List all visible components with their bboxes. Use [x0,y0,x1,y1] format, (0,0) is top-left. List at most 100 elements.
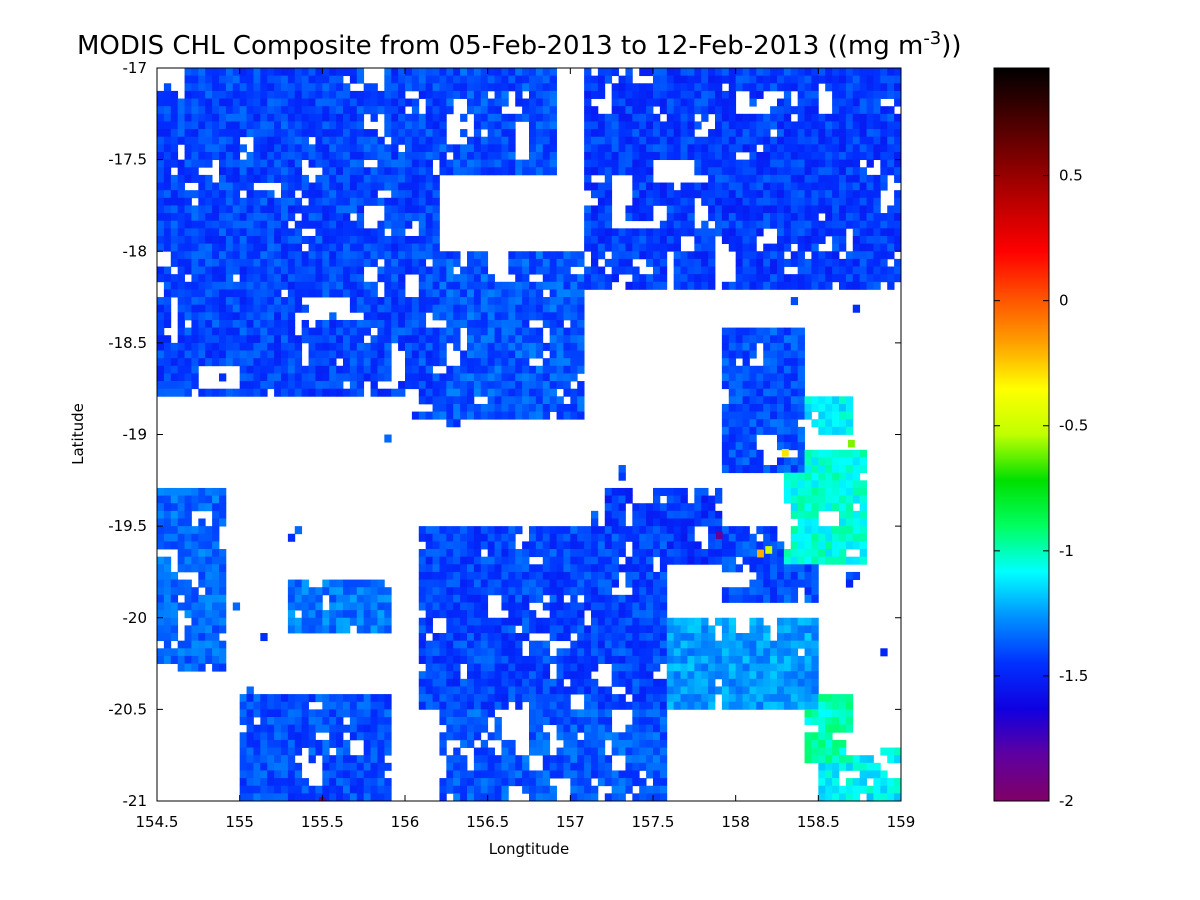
heatmap-cell [756,335,764,344]
heatmap-cell [852,556,861,565]
heatmap-cell [432,648,440,657]
heatmap-cell [460,75,468,84]
heatmap-cell [604,571,613,580]
heatmap-cell [315,68,323,77]
heatmap-cell [852,266,861,275]
heatmap-cell [308,83,316,92]
heatmap-cell [611,610,619,619]
heatmap-cell [563,625,571,634]
heatmap-cell [728,68,737,77]
heatmap-cell [225,281,234,290]
heatmap-cell [219,640,227,649]
heatmap-cell [549,258,557,267]
heatmap-cell [439,113,447,122]
heatmap-cell [818,503,826,512]
heatmap-cell [749,426,757,435]
heatmap-cell [315,342,323,351]
heatmap-cell [508,602,516,611]
heatmap-cell [825,411,833,420]
heatmap-cell [873,151,881,161]
heatmap-cell [611,571,619,580]
heatmap-cell [398,297,406,306]
heatmap-cell [811,258,819,267]
heatmap-cell [205,243,213,252]
heatmap-cell [487,327,495,336]
heatmap-cell [384,113,392,122]
heatmap-cell [728,342,737,351]
heatmap-cell [604,579,613,588]
heatmap-cell [267,342,275,351]
heatmap-cell [708,159,716,168]
heatmap-cell [294,365,303,374]
heatmap-cell [673,655,681,664]
heatmap-cell [315,75,323,84]
heatmap-cell [839,487,847,496]
heatmap-cell [859,541,867,550]
heatmap-cell [563,365,571,374]
heatmap-cell [246,205,254,214]
heatmap-cell [501,663,509,672]
heatmap-cell [439,381,447,390]
heatmap-cell [611,556,619,565]
heatmap-cell [584,129,592,138]
heatmap-cell [625,617,633,626]
heatmap-cell [790,365,799,374]
heatmap-cell [790,419,799,428]
heatmap-cell [749,220,757,229]
heatmap-cell [508,579,516,588]
heatmap-cell [191,121,199,130]
heatmap-cell [852,449,861,458]
heatmap-cell [680,266,688,275]
heatmap-cell [411,68,420,77]
heatmap-cell [666,243,675,252]
heatmap-cell [157,144,165,153]
heatmap-cell [721,403,730,412]
heatmap-cell [618,136,626,145]
heatmap-cell [177,602,185,611]
heatmap-cell [473,342,482,351]
heatmap-cell [845,556,854,565]
heatmap-cell [405,327,413,336]
heatmap-cell [253,90,261,99]
heatmap-cell [446,159,454,168]
heatmap-cell [832,251,840,260]
heatmap-cell [852,243,861,252]
heatmap-cell [584,655,592,664]
heatmap-cell [839,121,847,130]
heatmap-cell [873,251,881,260]
heatmap-cell [591,281,599,290]
heatmap-cell [370,281,378,290]
heatmap-cell [480,655,489,664]
heatmap-cell [742,335,750,344]
heatmap-cell [666,655,675,664]
heatmap-cell [212,564,220,573]
heatmap-cell [728,526,737,535]
heatmap-cell [508,167,516,176]
heatmap-cell [356,350,365,359]
heatmap-cell [825,68,833,77]
heatmap-cell [287,266,296,275]
heatmap-cell [570,571,578,580]
heatmap-cell [439,129,447,138]
heatmap-cell [274,388,282,397]
heatmap-cell [508,159,516,168]
heatmap-cell [646,159,654,168]
heatmap-cell [777,68,785,77]
heatmap-cell [432,113,440,122]
heatmap-cell [825,151,833,161]
heatmap-cell [728,633,737,642]
heatmap-cell [473,541,482,550]
heatmap-cell [274,373,282,382]
heatmap-cell [418,365,427,374]
heatmap-cell [260,174,268,183]
heatmap-cell [473,113,482,122]
heatmap-cell [687,281,695,290]
heatmap-cell [591,213,599,222]
heatmap-cell [260,258,268,267]
heatmap-cell [232,319,241,329]
heatmap-cell [425,655,433,664]
heatmap-cell [322,274,330,283]
heatmap-cell [205,159,213,168]
heatmap-cell [212,274,220,283]
heatmap-cell [363,373,371,382]
